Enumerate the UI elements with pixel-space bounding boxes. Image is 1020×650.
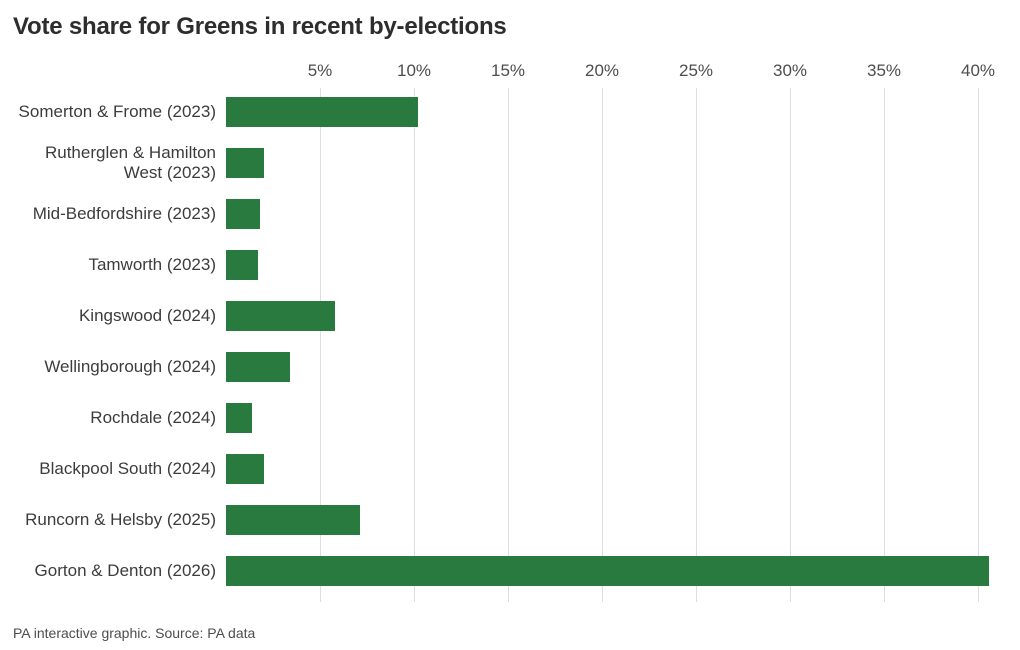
- bar: [226, 403, 253, 433]
- gridline: [508, 88, 509, 602]
- category-label: Kingswood (2024): [78, 305, 216, 325]
- gridline: [978, 88, 979, 602]
- source-note: PA interactive graphic. Source: PA data: [13, 625, 256, 641]
- gridline: [884, 88, 885, 602]
- bar: [226, 148, 264, 178]
- axis-tick-label: 15%: [490, 61, 526, 80]
- bar: [226, 301, 335, 331]
- category-label: Rochdale (2024): [90, 407, 216, 427]
- bar: [226, 250, 258, 280]
- bar: [226, 454, 264, 484]
- gridline: [790, 88, 791, 602]
- axis-tick-label: 40%: [960, 61, 996, 80]
- gridline: [414, 88, 415, 602]
- category-label: Gorton & Denton (2026): [34, 560, 216, 580]
- axis-tick-label: 5%: [307, 61, 333, 80]
- bar: [226, 97, 418, 127]
- category-label: Blackpool South (2024): [39, 458, 216, 478]
- page-title: Vote share for Greens in recent by-elect…: [13, 13, 507, 40]
- category-label: Wellingborough (2024): [44, 356, 216, 376]
- gridline: [320, 88, 321, 602]
- bar: [226, 505, 360, 535]
- category-label: Rutherglen & Hamilton West (2023): [44, 142, 216, 182]
- axis-tick-label: 35%: [866, 61, 902, 80]
- bar: [226, 199, 260, 229]
- bar: [226, 556, 990, 586]
- category-label: Somerton & Frome (2023): [18, 101, 216, 121]
- axis-tick-label: 10%: [396, 61, 432, 80]
- axis-tick-label: 30%: [772, 61, 808, 80]
- axis-tick-label: 20%: [584, 61, 620, 80]
- category-label: Mid-Bedfordshire (2023): [32, 203, 216, 223]
- category-label: Tamworth (2023): [88, 254, 216, 274]
- bar: [226, 352, 290, 382]
- gridline: [602, 88, 603, 602]
- category-label: Runcorn & Helsby (2025): [25, 509, 216, 529]
- gridline: [696, 88, 697, 602]
- axis-tick-label: 25%: [678, 61, 714, 80]
